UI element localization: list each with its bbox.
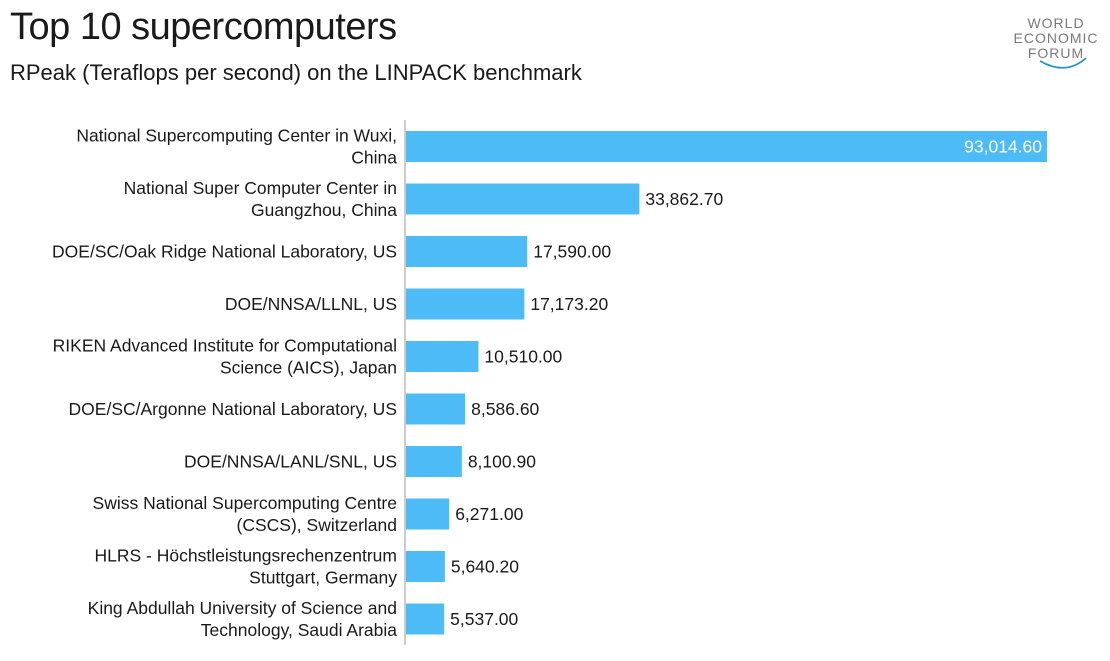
value-label-1: 93,014.60: [964, 137, 1042, 157]
value-label-9: 5,640.20: [451, 557, 519, 577]
category-label-5: RIKEN Advanced Institute for Computation…: [53, 336, 397, 378]
value-label-10: 5,537.00: [450, 609, 518, 629]
category-label-1: National Supercomputing Center in Wuxi, C…: [76, 126, 397, 168]
category-label-9: HLRS - Höchstleistungsrechenzentrum Stutt…: [95, 546, 398, 588]
bar-7: [406, 446, 462, 477]
bar-6: [406, 393, 466, 425]
bar-9: [406, 551, 445, 582]
bar-8: [406, 498, 450, 530]
category-label-6: DOE/SC/Argonne National Laboratory, US: [69, 399, 397, 419]
logo-line-1: WORLD: [1027, 15, 1084, 31]
bar-3: [406, 236, 528, 267]
logo-line-3: FORUM: [1028, 45, 1084, 61]
chart-subtitle: RPeak (Teraflops per second) on the LINP…: [10, 60, 582, 85]
value-label-2: 33,862.70: [645, 189, 723, 209]
bar-1: [406, 131, 1047, 162]
bar-4: [406, 288, 525, 320]
value-label-7: 8,100.90: [468, 452, 536, 472]
value-label-5: 10,510.00: [484, 347, 562, 367]
bar-5: [406, 341, 479, 372]
category-label-4: DOE/NNSA/LLNL, US: [225, 294, 397, 314]
value-label-4: 17,173.20: [530, 294, 608, 314]
category-label-8: Swiss National Supercomputing Centre (CSC…: [93, 493, 397, 535]
category-label-10: King Abdullah University of Science and T…: [88, 598, 398, 640]
category-label-7: DOE/NNSA/LANL/SNL, US: [184, 452, 397, 472]
value-label-6: 8,586.60: [471, 399, 539, 419]
value-label-3: 17,590.00: [533, 242, 611, 262]
bar-2: [406, 183, 640, 215]
category-label-3: DOE/SC/Oak Ridge National Laboratory, US: [52, 242, 397, 262]
category-label-2: National Super Computer Center in Guangzh…: [124, 178, 398, 220]
logo-arc: [1039, 57, 1087, 69]
logo-line-2: ECONOMIC: [1014, 30, 1099, 46]
bar-10: [406, 603, 445, 635]
value-label-8: 6,271.00: [455, 504, 523, 524]
chart-title: Top 10 supercomputers: [10, 6, 397, 48]
world-economic-forum-logo: WORLD ECONOMIC FORUM: [1014, 15, 1099, 69]
